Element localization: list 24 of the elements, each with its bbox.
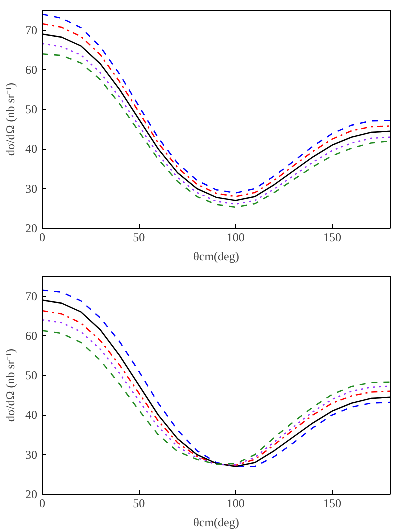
y-tick-label: 20	[26, 222, 38, 236]
x-tick-label: 50	[133, 496, 146, 510]
y-tick-label: 50	[26, 368, 38, 383]
y-tick-label: 50	[26, 102, 38, 117]
y-tick-label: 40	[26, 142, 38, 156]
y-tick-label: 30	[26, 182, 38, 196]
y-axis-title: dσ/dΩ (nb sr⁻¹)	[4, 349, 18, 422]
y-tick-label: 70	[26, 289, 38, 304]
x-tick-label: 0	[40, 230, 46, 244]
x-tick-label: 100	[226, 230, 245, 244]
x-axis-title: θcm(deg)	[194, 516, 240, 530]
x-tick-label: 50	[133, 230, 146, 244]
x-tick-label: 150	[324, 496, 342, 510]
y-tick-label: 60	[26, 62, 38, 77]
y-tick-label: 30	[26, 448, 38, 462]
y-tick-label: 70	[26, 23, 38, 38]
x-tick-label: 150	[324, 230, 342, 244]
y-axis-title: dσ/dΩ (nb sr⁻¹)	[4, 83, 18, 156]
y-tick-label: 40	[26, 408, 38, 422]
x-tick-label: 0	[40, 496, 46, 510]
y-tick-label: 60	[26, 328, 38, 343]
x-tick-label: 100	[226, 496, 245, 510]
x-axis-title: θcm(deg)	[194, 250, 240, 264]
y-tick-label: 20	[26, 488, 38, 502]
